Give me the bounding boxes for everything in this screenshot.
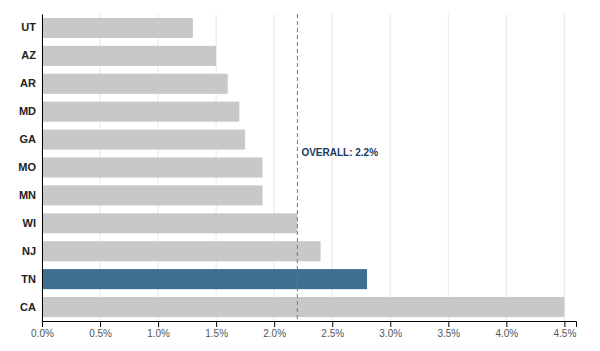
y-tick: CA	[20, 301, 42, 313]
x-tick-label: 4.0%	[495, 328, 518, 339]
x-tick-label: 2.0%	[263, 328, 286, 339]
reference-line	[297, 14, 298, 321]
y-tick: MN	[19, 189, 42, 201]
grid	[42, 14, 564, 321]
y-tick-label: MN	[19, 189, 36, 201]
x-tick-label: 1.5%	[205, 328, 228, 339]
bar	[42, 74, 228, 94]
x-tick-mark	[448, 321, 449, 327]
grid-line	[506, 14, 507, 321]
y-tick-label: GA	[20, 133, 37, 145]
marks	[42, 14, 564, 321]
x-tick: 3.0%	[379, 321, 402, 339]
grid-line	[390, 14, 391, 321]
annotations: OVERALL: 2.2%	[301, 147, 378, 158]
x-tick-mark	[564, 321, 565, 327]
y-tick-label: WI	[23, 217, 36, 229]
bar	[42, 130, 245, 150]
y-tick-label: UT	[21, 21, 36, 33]
y-tick-label: TN	[21, 273, 36, 285]
x-tick: 4.5%	[553, 321, 576, 339]
bar	[42, 46, 216, 66]
x-tick-mark	[158, 321, 159, 327]
y-tick: MO	[18, 161, 42, 173]
chart: 0.0% 0.5% 1.0% 1.5% 2.0% 2.5% 3.0% 3.5% 4.0% 4.5%…	[0, 0, 600, 351]
y-tick-label: AR	[20, 77, 36, 89]
grid-line	[564, 14, 565, 321]
bar	[42, 213, 297, 233]
plot: 0.0% 0.5% 1.0% 1.5% 2.0% 2.5% 3.0% 3.5% 4.0% 4.5%…	[18, 14, 576, 339]
x-tick-label: 3.5%	[437, 328, 460, 339]
y-tick-label: MD	[19, 105, 36, 117]
x-axis: 0.0% 0.5% 1.0% 1.5% 2.0% 2.5% 3.0% 3.5% 4.0% 4.5%	[31, 321, 576, 339]
x-tick-label: 2.5%	[321, 328, 344, 339]
bar	[42, 157, 263, 177]
x-tick-mark	[42, 321, 43, 327]
y-tick: AR	[20, 77, 42, 89]
x-tick-mark	[274, 321, 275, 327]
y-tick: TN	[21, 273, 42, 285]
y-tick-label: NJ	[22, 245, 36, 257]
y-tick: MD	[19, 105, 42, 117]
x-tick-label: 1.0%	[147, 328, 170, 339]
y-axis: CA TN NJ WI MN MO GA MD AR AZ UT	[18, 15, 42, 322]
x-tick-label: 0.5%	[89, 328, 112, 339]
bar	[42, 18, 193, 38]
bar	[42, 102, 239, 122]
x-tick: 1.0%	[147, 321, 170, 339]
x-tick-label: 0.0%	[31, 328, 54, 339]
x-tick-mark	[100, 321, 101, 327]
x-tick: 0.0%	[31, 321, 54, 339]
y-tick-label: MO	[18, 161, 36, 173]
y-tick: WI	[23, 217, 42, 229]
bar	[42, 185, 263, 205]
x-tick-mark	[506, 321, 507, 327]
y-axis-line	[42, 15, 43, 322]
y-tick: UT	[21, 21, 42, 33]
x-tick: 2.5%	[321, 321, 344, 339]
y-tick: AZ	[21, 49, 42, 61]
bar	[42, 269, 367, 289]
annotation-label: OVERALL: 2.2%	[301, 147, 378, 158]
y-tick: GA	[20, 133, 43, 145]
y-tick-label: AZ	[21, 49, 36, 61]
x-tick: 2.0%	[263, 321, 286, 339]
x-tick-label: 3.0%	[379, 328, 402, 339]
x-axis-line	[43, 322, 577, 328]
x-tick: 1.5%	[205, 321, 228, 339]
grid-line	[448, 14, 449, 321]
x-tick-mark	[332, 321, 333, 327]
bar	[42, 297, 564, 317]
x-tick-mark	[216, 321, 217, 327]
bar	[42, 241, 321, 261]
x-tick: 3.5%	[437, 321, 460, 339]
y-tick-label: CA	[20, 301, 36, 313]
x-tick-label: 4.5%	[553, 328, 576, 339]
x-tick: 4.0%	[495, 321, 518, 339]
x-tick: 0.5%	[89, 321, 112, 339]
grid-line	[42, 14, 43, 321]
y-tick: NJ	[22, 245, 42, 257]
x-tick-mark	[390, 321, 391, 327]
